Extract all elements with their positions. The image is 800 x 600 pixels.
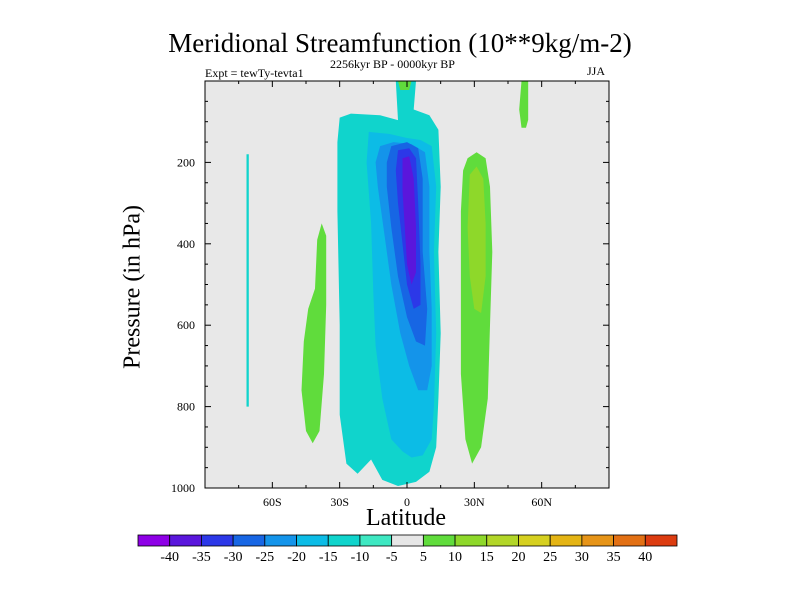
y-tick-label: 400 [177, 237, 195, 251]
season-label: JJA [587, 64, 606, 78]
plot-area [205, 81, 609, 488]
x-tick-label: 30S [330, 495, 349, 509]
colorbar-label: -10 [351, 550, 370, 565]
contour-region-pos-5-south [301, 223, 327, 444]
colorbar-swatch [486, 534, 519, 547]
contour-region-neg-35 [402, 156, 416, 285]
x-tick-label: 0 [404, 495, 410, 509]
colorbar-label: 35 [607, 550, 621, 565]
colorbar-swatch [391, 534, 424, 547]
y-tick-label: 1000 [171, 481, 195, 495]
colorbar-label: -25 [255, 550, 274, 565]
colorbar-swatch [422, 534, 456, 547]
x-tick-label: 30N [464, 495, 485, 509]
colorbar-label: 10 [448, 550, 462, 565]
colorbar-swatch [169, 534, 202, 547]
colorbar-label: -20 [287, 550, 306, 565]
colorbar-swatch [549, 534, 583, 547]
x-axis-label: Latitude [366, 505, 446, 531]
colorbar-label: 15 [480, 550, 494, 565]
colorbar-swatch [137, 534, 171, 547]
colorbar-swatch [613, 534, 646, 547]
colorbar-label: -5 [386, 550, 398, 565]
experiment-label: Expt = tewTy-tevta1 [205, 66, 304, 80]
x-tick-label: 60S [263, 495, 282, 509]
colorbar-swatch [201, 534, 234, 547]
colorbar-swatch [296, 534, 329, 547]
colorbar-label: 5 [420, 550, 427, 565]
period-label: 2256kyr BP - 0000kyr BP [330, 57, 455, 71]
contour-region-neg-10-streak [246, 154, 249, 407]
y-tick-label: 200 [177, 155, 195, 169]
contour-region-pos-10-north [467, 166, 486, 313]
colorbar-swatch [454, 534, 488, 547]
colorbar-swatch [581, 534, 614, 547]
chart-title: Meridional Streamfunction (10**9kg/m-2) [168, 28, 632, 58]
contour-region-pos-5-top-north [519, 81, 529, 128]
colorbar-swatch [359, 534, 393, 547]
colorbar: -40 -35 -30 -25 -20 -15 -10 -5 5 10 15 20 25 30 35 40 [137, 534, 678, 565]
colorbar-label: 40 [638, 550, 652, 565]
colorbar-swatch [232, 534, 266, 547]
colorbar-label: -15 [319, 550, 338, 565]
colorbar-label: -40 [160, 550, 179, 565]
contour-region-pos-5-top-center [398, 81, 412, 90]
colorbar-swatch [264, 534, 297, 547]
y-tick-label: 800 [177, 400, 195, 414]
colorbar-label: 20 [511, 550, 525, 565]
y-tick-label: 600 [177, 318, 195, 332]
colorbar-label: -35 [192, 550, 211, 565]
x-tick-label: 60N [531, 495, 552, 509]
colorbar-swatch [644, 534, 678, 547]
colorbar-label: 30 [575, 550, 589, 565]
colorbar-label: 25 [543, 550, 557, 565]
colorbar-label: -30 [224, 550, 243, 565]
axes: 60S 30S 0 30N 60N 200 400 600 800 1000 [171, 80, 610, 509]
colorbar-swatch [518, 534, 551, 547]
colorbar-swatch [327, 534, 361, 547]
